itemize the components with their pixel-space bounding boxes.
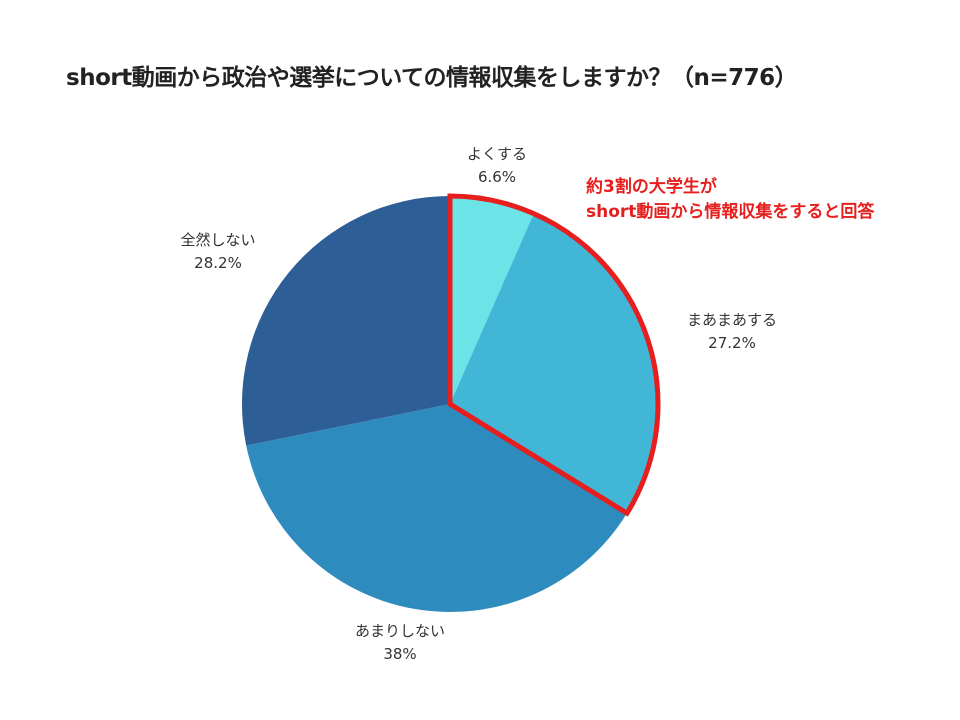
pie-slice-3 (241, 196, 450, 446)
slice-value: 6.6% (477, 168, 517, 186)
slice-value: 28.2% (194, 254, 242, 272)
pie-slice-0 (450, 196, 534, 404)
slice-label-maamaasuru: まあまあする 27.2% (662, 309, 802, 355)
chart-title: short動画から政治や選挙についての情報収集をしますか？（n=776） (66, 65, 798, 91)
slice-label-yokusuru: よくする 6.6% (432, 143, 562, 189)
highlight-border (447, 193, 661, 517)
annotation-callout: 約3割の大学生が short動画から情報収集をすると回答 (586, 175, 874, 225)
slice-name: あまりしない (354, 622, 445, 640)
slice-name: まあまあする (686, 311, 777, 329)
slice-label-zenzenshinai: 全然しない 28.2% (153, 229, 283, 275)
slice-name: よくする (466, 145, 527, 163)
pie-slice-1 (450, 213, 659, 514)
slice-value: 27.2% (708, 334, 756, 352)
slice-value: 38% (383, 645, 417, 663)
annotation-line-2: short動画から情報収集をすると回答 (586, 202, 875, 222)
annotation-line-1: 約3割の大学生が (586, 177, 717, 197)
slice-name: 全然しない (180, 231, 256, 249)
slice-label-amarishinai: あまりしない 38% (330, 620, 470, 666)
